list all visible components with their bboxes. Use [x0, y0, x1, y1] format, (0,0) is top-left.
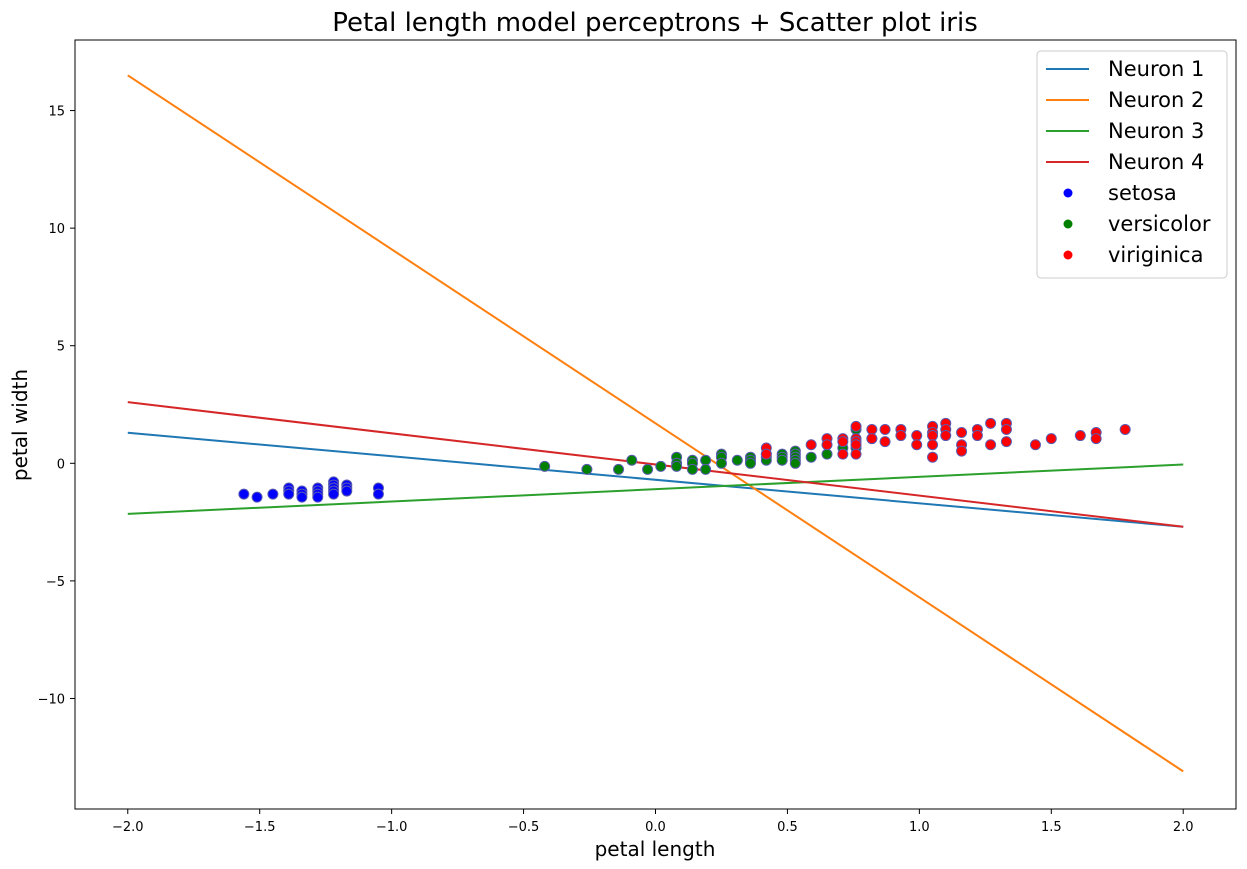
viriginica-point — [837, 436, 849, 448]
x-tick-label: −2.0 — [112, 820, 144, 835]
versicolor-point — [700, 454, 712, 466]
y-tick-label: −5 — [46, 575, 65, 590]
viriginica-point — [866, 433, 878, 445]
legend-label-versicolor: versicolor — [1108, 212, 1211, 236]
neuron-4-line — [127, 401, 1184, 528]
viriginica-point — [985, 439, 997, 451]
viriginica-point — [850, 448, 862, 460]
viriginica-point — [850, 439, 862, 451]
versicolor-point — [821, 448, 833, 460]
versicolor-point — [613, 463, 625, 475]
x-tick-label: −1.0 — [376, 820, 408, 835]
viriginica-point — [911, 439, 923, 451]
versicolor-point — [581, 463, 593, 475]
legend-swatch-versicolor — [1063, 219, 1073, 229]
versicolor-point — [789, 457, 801, 469]
x-tick-label: −0.5 — [508, 820, 540, 835]
versicolor-point — [731, 454, 743, 466]
y-tick-label: 0 — [57, 457, 65, 472]
x-axis-label: petal length — [595, 837, 716, 861]
legend-swatch-viriginica — [1063, 250, 1073, 260]
versicolor-point — [642, 463, 654, 475]
viriginica-point — [879, 423, 891, 435]
x-tick-label: 1.5 — [1041, 820, 1062, 835]
legend-label-neuron-3: Neuron 3 — [1108, 119, 1204, 143]
versicolor-point — [700, 463, 712, 475]
viriginica-point — [985, 417, 997, 429]
viriginica-point — [1029, 439, 1041, 451]
versicolor-point — [744, 457, 756, 469]
x-tick-label: −1.5 — [244, 820, 276, 835]
versicolor-point — [686, 463, 698, 475]
legend: Neuron 1 Neuron 2 Neuron 3 Neuron 4 setosa ve… — [1036, 50, 1228, 279]
y-axis-label: petal width — [8, 369, 32, 481]
x-tick-label: 1.0 — [909, 820, 930, 835]
viriginica-point — [1119, 423, 1131, 435]
chart-title: Petal length model perceptrons + Scatter… — [332, 8, 978, 38]
setosa-point — [267, 488, 279, 500]
versicolor-point — [655, 460, 667, 472]
neuron-2-line — [127, 74, 1184, 773]
viriginica-point — [837, 448, 849, 460]
setosa-point — [296, 491, 308, 503]
viriginica-point — [1045, 433, 1057, 445]
viriginica-point — [850, 420, 862, 432]
y-tick-label: 15 — [48, 105, 65, 120]
versicolor-point — [539, 460, 551, 472]
versicolor-point — [626, 454, 638, 466]
versicolor-point — [671, 460, 683, 472]
legend-label-neuron-1: Neuron 1 — [1108, 57, 1204, 81]
viriginica-point — [927, 439, 939, 451]
x-tick-label: 2.0 — [1173, 820, 1194, 835]
viriginica-point — [1000, 436, 1012, 448]
viriginica-point — [821, 439, 833, 451]
versicolor-point — [805, 451, 817, 463]
versicolor-point — [776, 454, 788, 466]
legend-label-viriginica: viriginica — [1108, 243, 1203, 267]
x-tick-label: 0.5 — [777, 820, 798, 835]
versicolor-point — [715, 457, 727, 469]
viriginica-point — [971, 430, 983, 442]
viriginica-point — [927, 430, 939, 442]
y-tick-label: −10 — [38, 692, 65, 707]
legend-label-neuron-4: Neuron 4 — [1108, 150, 1204, 174]
viriginica-point — [866, 423, 878, 435]
y-tick-label: 10 — [48, 222, 65, 237]
setosa-point — [312, 491, 324, 503]
setosa-point — [251, 491, 263, 503]
x-tick-label: 0.0 — [645, 820, 666, 835]
setosa-point — [283, 488, 295, 500]
neuron-3-line — [127, 463, 1184, 515]
viriginica-point — [805, 439, 817, 451]
setosa-point — [372, 488, 384, 500]
legend-label-neuron-2: Neuron 2 — [1108, 88, 1204, 112]
viriginica-point — [895, 430, 907, 442]
viriginica-point — [1090, 433, 1102, 445]
y-tick-label: 5 — [57, 340, 65, 355]
setosa-point — [341, 485, 353, 497]
setosa-point — [238, 488, 250, 500]
axis-ticks: −2.0 −1.5 −1.0 −0.5 0.0 0.5 1.0 1.5 2.0 −10 −5 0 5 10… — [38, 105, 1194, 835]
viriginica-point — [940, 430, 952, 442]
viriginica-point — [927, 451, 939, 463]
neuron-1-line — [127, 431, 1184, 528]
setosa-point — [328, 488, 340, 500]
viriginica-point — [911, 430, 923, 442]
viriginica-point — [956, 445, 968, 457]
viriginica-point — [760, 448, 772, 460]
viriginica-point — [879, 436, 891, 448]
viriginica-point — [1074, 430, 1086, 442]
legend-label-setosa: setosa — [1108, 181, 1177, 205]
viriginica-point — [1000, 423, 1012, 435]
viriginica-point — [956, 426, 968, 438]
legend-swatch-setosa — [1063, 188, 1073, 198]
plot-area — [74, 39, 1237, 810]
legend-box — [1036, 50, 1228, 279]
